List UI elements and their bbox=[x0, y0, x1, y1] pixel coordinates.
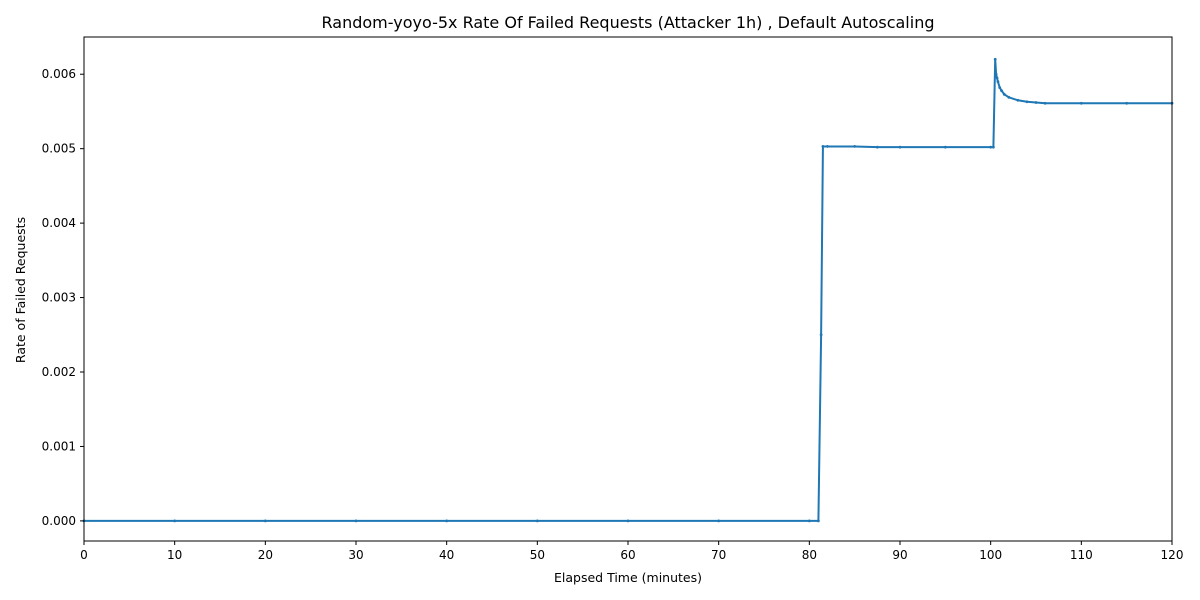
chart-title: Random-yoyo-5x Rate Of Failed Requests (… bbox=[322, 13, 935, 32]
data-point bbox=[354, 519, 358, 523]
x-tick-label: 10 bbox=[167, 548, 182, 562]
data-point bbox=[993, 57, 997, 61]
series-line bbox=[84, 58, 1172, 522]
x-tick-label: 60 bbox=[620, 548, 635, 562]
data-point bbox=[1000, 89, 1003, 93]
x-tick-label: 80 bbox=[802, 548, 817, 562]
data-point bbox=[819, 333, 823, 337]
x-tick-label: 30 bbox=[348, 548, 363, 562]
x-tick-label: 40 bbox=[439, 548, 454, 562]
x-axis: 0 10 20 30 40 50 60 70 80 90 100 110 120 bbox=[80, 541, 1183, 562]
y-tick-label: 0.002 bbox=[42, 365, 76, 379]
data-point bbox=[821, 145, 825, 148]
data-point bbox=[263, 519, 267, 523]
y-axis: 0.000 0.001 0.002 0.003 0.004 0.005 0.006 bbox=[42, 67, 84, 528]
y-axis-label: Rate of Failed Requests bbox=[13, 217, 28, 363]
x-tick-label: 90 bbox=[892, 548, 907, 562]
data-point bbox=[1016, 98, 1020, 102]
x-tick-label: 20 bbox=[258, 548, 273, 562]
data-point bbox=[817, 519, 820, 523]
x-tick-label: 70 bbox=[711, 548, 726, 562]
data-point bbox=[1043, 101, 1047, 105]
data-point bbox=[626, 519, 630, 523]
series-layer bbox=[82, 57, 1174, 523]
x-tick-label: 120 bbox=[1161, 548, 1184, 562]
y-tick-label: 0.006 bbox=[42, 67, 76, 81]
data-point bbox=[717, 519, 721, 523]
x-tick-label: 100 bbox=[979, 548, 1002, 562]
data-point bbox=[1007, 95, 1011, 99]
x-tick-label: 0 bbox=[80, 548, 88, 562]
data-point bbox=[1025, 100, 1029, 104]
data-point bbox=[943, 145, 947, 149]
data-point bbox=[995, 76, 999, 80]
y-tick-label: 0.000 bbox=[42, 514, 76, 528]
data-point bbox=[1079, 101, 1083, 105]
y-tick-label: 0.004 bbox=[42, 216, 76, 230]
data-point bbox=[1002, 92, 1006, 96]
data-point bbox=[994, 72, 998, 76]
data-point bbox=[898, 145, 902, 149]
y-tick-label: 0.001 bbox=[42, 439, 76, 453]
data-point bbox=[826, 145, 829, 148]
data-point bbox=[807, 519, 811, 523]
data-point bbox=[989, 145, 993, 149]
data-point bbox=[173, 519, 177, 523]
data-point bbox=[1125, 101, 1129, 105]
plot-frame bbox=[83, 36, 1173, 542]
data-point bbox=[998, 86, 1002, 90]
data-point bbox=[991, 145, 995, 149]
y-tick-label: 0.005 bbox=[42, 142, 76, 156]
data-point bbox=[445, 519, 449, 523]
x-tick-label: 50 bbox=[530, 548, 545, 562]
data-point bbox=[1034, 101, 1038, 104]
data-point bbox=[853, 145, 857, 148]
x-tick-label: 110 bbox=[1070, 548, 1093, 562]
y-tick-label: 0.003 bbox=[42, 291, 76, 305]
x-axis-label: Elapsed Time (minutes) bbox=[554, 570, 702, 585]
data-point bbox=[535, 519, 539, 523]
data-point bbox=[996, 80, 1000, 84]
data-point bbox=[875, 145, 879, 149]
